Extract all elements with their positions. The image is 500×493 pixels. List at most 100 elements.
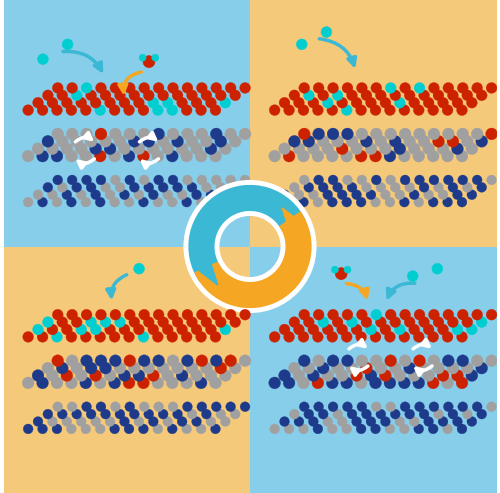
Circle shape [211, 309, 222, 320]
Circle shape [138, 150, 149, 162]
Circle shape [36, 150, 48, 162]
Circle shape [114, 90, 126, 101]
Circle shape [395, 417, 404, 426]
Circle shape [210, 128, 222, 140]
Circle shape [110, 197, 120, 207]
Circle shape [51, 377, 63, 389]
Circle shape [110, 82, 121, 93]
Circle shape [327, 128, 339, 140]
Circle shape [400, 175, 410, 185]
Circle shape [129, 90, 140, 101]
Circle shape [124, 197, 134, 207]
Circle shape [384, 150, 396, 162]
Circle shape [332, 90, 343, 101]
Circle shape [326, 150, 338, 162]
Circle shape [318, 136, 329, 147]
Circle shape [386, 402, 396, 412]
Circle shape [284, 424, 294, 434]
Circle shape [118, 143, 130, 155]
Circle shape [182, 402, 192, 412]
Circle shape [196, 309, 207, 320]
Circle shape [423, 324, 434, 335]
Circle shape [467, 190, 477, 200]
Circle shape [268, 150, 280, 162]
Circle shape [362, 182, 372, 192]
Circle shape [215, 362, 226, 374]
Circle shape [270, 424, 280, 434]
Circle shape [283, 377, 295, 389]
Circle shape [428, 105, 438, 115]
Circle shape [168, 175, 178, 185]
Circle shape [419, 182, 429, 192]
Circle shape [144, 409, 154, 419]
Circle shape [230, 317, 240, 327]
Circle shape [413, 377, 424, 389]
Circle shape [206, 190, 216, 200]
Circle shape [443, 82, 454, 93]
Circle shape [332, 409, 342, 419]
Circle shape [239, 355, 251, 367]
Circle shape [230, 90, 240, 101]
Circle shape [200, 136, 212, 147]
Circle shape [52, 424, 62, 434]
Circle shape [168, 309, 178, 320]
Circle shape [240, 175, 250, 185]
Circle shape [143, 136, 154, 147]
Circle shape [152, 105, 164, 115]
Circle shape [66, 82, 78, 93]
Circle shape [120, 417, 130, 426]
Circle shape [342, 355, 353, 367]
Circle shape [384, 331, 396, 342]
Circle shape [61, 143, 72, 155]
Circle shape [139, 309, 149, 320]
Circle shape [56, 136, 68, 147]
Circle shape [139, 82, 149, 93]
Circle shape [298, 331, 309, 342]
Circle shape [472, 82, 482, 93]
Circle shape [308, 417, 318, 426]
Circle shape [288, 362, 300, 374]
Circle shape [398, 377, 410, 389]
Circle shape [167, 355, 179, 367]
Circle shape [418, 136, 430, 147]
Circle shape [176, 143, 188, 155]
Circle shape [298, 197, 308, 207]
Circle shape [371, 309, 382, 320]
Circle shape [314, 402, 324, 412]
Circle shape [224, 355, 236, 367]
Circle shape [458, 175, 468, 185]
Circle shape [390, 182, 400, 192]
Circle shape [298, 355, 310, 367]
Circle shape [76, 143, 87, 155]
Circle shape [124, 105, 134, 115]
Circle shape [62, 417, 72, 426]
Circle shape [42, 362, 54, 374]
Circle shape [154, 175, 164, 185]
Circle shape [148, 190, 158, 200]
Circle shape [226, 175, 235, 185]
Circle shape [318, 317, 328, 327]
Circle shape [414, 197, 424, 207]
Circle shape [138, 377, 149, 389]
Circle shape [66, 377, 78, 389]
Circle shape [413, 150, 424, 162]
Circle shape [125, 175, 134, 185]
Circle shape [23, 197, 33, 207]
Circle shape [110, 309, 121, 320]
Circle shape [456, 105, 468, 115]
Circle shape [294, 417, 304, 426]
Circle shape [438, 324, 448, 335]
Circle shape [332, 317, 343, 327]
Circle shape [152, 355, 164, 367]
Circle shape [390, 90, 400, 101]
Circle shape [167, 105, 177, 115]
Circle shape [294, 324, 304, 335]
Circle shape [152, 128, 164, 140]
Circle shape [456, 377, 468, 389]
Circle shape [395, 190, 404, 200]
Circle shape [318, 182, 328, 192]
Circle shape [172, 182, 182, 192]
Circle shape [279, 324, 290, 335]
Circle shape [138, 105, 149, 115]
Circle shape [187, 182, 197, 192]
